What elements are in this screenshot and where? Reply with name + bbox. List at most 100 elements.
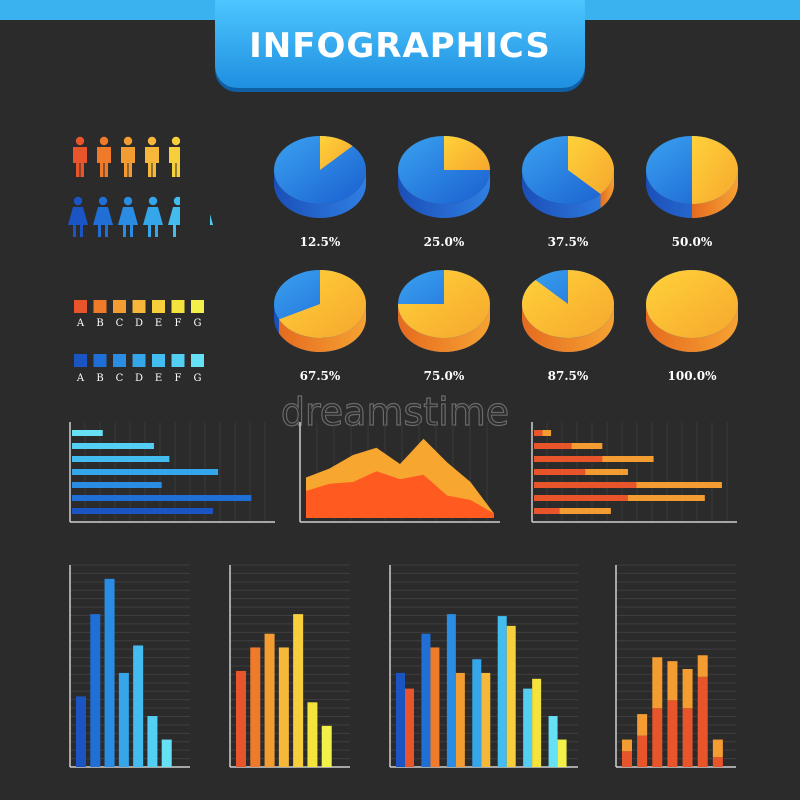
legend-swatch-cool — [74, 354, 87, 367]
bar — [236, 670, 246, 767]
legend-label-warm: E — [155, 318, 162, 329]
legend-swatch-warm — [74, 300, 87, 313]
bar — [497, 616, 507, 767]
woman-head — [148, 196, 158, 206]
legend-swatch-cool — [113, 354, 126, 367]
man-body — [169, 147, 183, 177]
legend-label-warm: G — [194, 318, 202, 329]
pie-side-blue — [522, 170, 614, 218]
bar — [278, 647, 289, 767]
bar — [421, 633, 431, 767]
man-icon — [73, 136, 87, 177]
pie-charts: 12.5% 25.0% 37.5% 50.0% 67.5% 75.0% 87.5% 100.0… — [274, 136, 738, 383]
pie-chart: 25.0% — [398, 136, 490, 249]
pie-side-orange — [646, 304, 738, 352]
legend-label-cool: B — [96, 373, 103, 384]
bar — [72, 482, 162, 488]
pie-slice — [398, 270, 490, 338]
pie-chart: 50.0% — [646, 136, 738, 249]
bar — [532, 678, 542, 767]
woman-icon — [143, 196, 163, 237]
legend-label-cool: C — [116, 373, 124, 384]
legend-swatch-warm — [132, 300, 146, 313]
area-chart — [299, 422, 500, 523]
chart-frame — [229, 564, 350, 768]
bar — [264, 633, 275, 767]
pie-slice — [568, 136, 614, 195]
legend-swatch-warm — [113, 300, 126, 313]
legend-swatch-warm — [191, 300, 204, 313]
bar — [682, 708, 693, 767]
bar — [712, 757, 723, 767]
pie-slice — [279, 270, 366, 338]
vertical-bar-chart-blue — [69, 564, 190, 768]
man-icon — [145, 136, 159, 177]
pie-chart: 75.0% — [398, 270, 490, 383]
bar — [161, 739, 172, 767]
man-head — [171, 136, 181, 146]
woman-body — [68, 207, 88, 237]
pie-label: 50.0% — [672, 235, 713, 249]
pie-chart: 100.0% — [646, 270, 738, 383]
bar — [506, 625, 516, 767]
man-head — [75, 136, 85, 146]
legend-swatch-cool — [152, 354, 165, 367]
bar — [133, 645, 144, 767]
woman-body — [143, 207, 163, 237]
man-body — [145, 147, 159, 177]
bar — [76, 696, 86, 767]
pie-slice — [444, 136, 490, 170]
page-title: INFOGRAPHICS — [249, 26, 551, 66]
man-body — [97, 147, 111, 177]
bar — [712, 739, 723, 758]
pie-side-orange — [279, 304, 366, 352]
bar — [104, 578, 115, 767]
pie-label: 87.5% — [548, 369, 589, 383]
legend-label-warm: B — [96, 318, 103, 329]
bar — [118, 672, 129, 767]
bar — [307, 702, 318, 767]
bar — [455, 672, 465, 767]
pie-label: 100.0% — [668, 369, 718, 383]
woman-body — [93, 207, 113, 237]
pie-chart: 87.5% — [522, 270, 615, 383]
pie-slice — [646, 270, 738, 338]
pie-chart: 67.5% — [274, 270, 366, 383]
woman-icon — [118, 196, 138, 237]
pie-slice — [692, 136, 738, 204]
bar — [534, 456, 603, 462]
bar — [250, 647, 261, 767]
man-head — [147, 136, 157, 146]
legend-label-warm: D — [135, 318, 143, 329]
bar — [534, 482, 637, 488]
pie-label: 25.0% — [424, 235, 465, 249]
bar — [548, 716, 558, 767]
bar — [534, 508, 560, 514]
bar — [481, 672, 491, 767]
bar — [534, 508, 611, 514]
bar — [396, 672, 405, 767]
bar — [72, 456, 170, 462]
woman-head — [123, 196, 133, 206]
man-icon — [97, 136, 111, 177]
man-body — [73, 147, 87, 177]
bar — [652, 708, 663, 767]
man-head — [99, 136, 109, 146]
pie-label: 37.5% — [548, 235, 589, 249]
bar — [622, 739, 632, 752]
legend-label-cool: D — [135, 373, 143, 384]
legend-swatch-cool — [191, 354, 204, 367]
people-icons — [68, 130, 213, 250]
woman-icon — [93, 196, 113, 237]
bar — [557, 739, 567, 767]
pie-label: 67.5% — [300, 369, 341, 383]
legend-label-cool: F — [175, 373, 182, 384]
bar — [72, 469, 219, 475]
legend-label-cool: G — [194, 373, 202, 384]
bar — [430, 647, 440, 767]
legend-swatch-cool — [171, 354, 185, 367]
bar — [72, 495, 252, 501]
bar — [637, 714, 648, 736]
